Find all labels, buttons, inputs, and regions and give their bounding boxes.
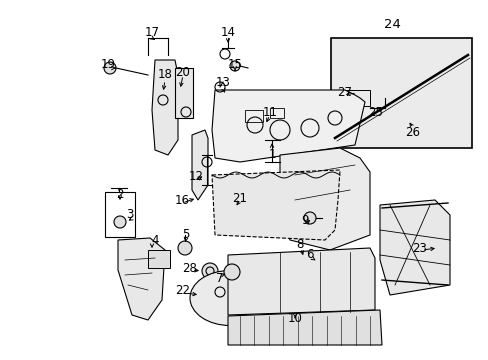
Circle shape [202,263,218,279]
Text: 8: 8 [296,238,303,252]
Text: 6: 6 [305,248,313,261]
Text: 10: 10 [287,311,302,324]
Text: 24: 24 [383,18,400,31]
Text: 22: 22 [175,284,190,297]
Polygon shape [152,60,178,155]
Bar [269,108,284,118]
Text: 25: 25 [368,105,383,118]
Circle shape [104,62,116,74]
Circle shape [229,61,240,71]
Polygon shape [227,310,381,345]
Polygon shape [379,200,449,295]
Text: 2: 2 [116,189,123,202]
Text: 18: 18 [157,68,172,81]
Text: 13: 13 [215,77,230,90]
Circle shape [304,212,315,224]
Text: 9: 9 [301,213,308,226]
Polygon shape [175,68,193,118]
Text: 17: 17 [144,26,159,39]
Text: 26: 26 [405,126,420,139]
Bar [105,192,135,237]
Polygon shape [118,238,164,320]
Polygon shape [212,170,339,240]
Text: 16: 16 [174,194,189,207]
Bar [148,250,170,268]
Circle shape [114,216,126,228]
Text: 3: 3 [126,208,133,221]
Bar [244,110,263,122]
Text: 7: 7 [216,271,224,284]
Polygon shape [212,90,364,162]
Circle shape [224,264,240,280]
Text: 4: 4 [151,234,159,247]
Text: 12: 12 [188,171,203,184]
Text: 1: 1 [268,148,275,162]
Text: 14: 14 [220,27,235,40]
Text: 20: 20 [175,66,190,78]
Polygon shape [227,248,374,315]
Text: 15: 15 [227,58,242,72]
Text: 23: 23 [412,242,427,255]
Polygon shape [280,148,369,250]
Text: 19: 19 [101,58,115,72]
Polygon shape [192,130,207,200]
Bar [330,38,471,148]
Bar [341,90,369,106]
Text: 5: 5 [182,229,189,242]
Text: 11: 11 [262,105,277,118]
Ellipse shape [190,270,269,325]
Text: 27: 27 [337,86,352,99]
Text: 21: 21 [232,192,247,204]
Circle shape [178,241,192,255]
Text: 28: 28 [182,261,197,274]
